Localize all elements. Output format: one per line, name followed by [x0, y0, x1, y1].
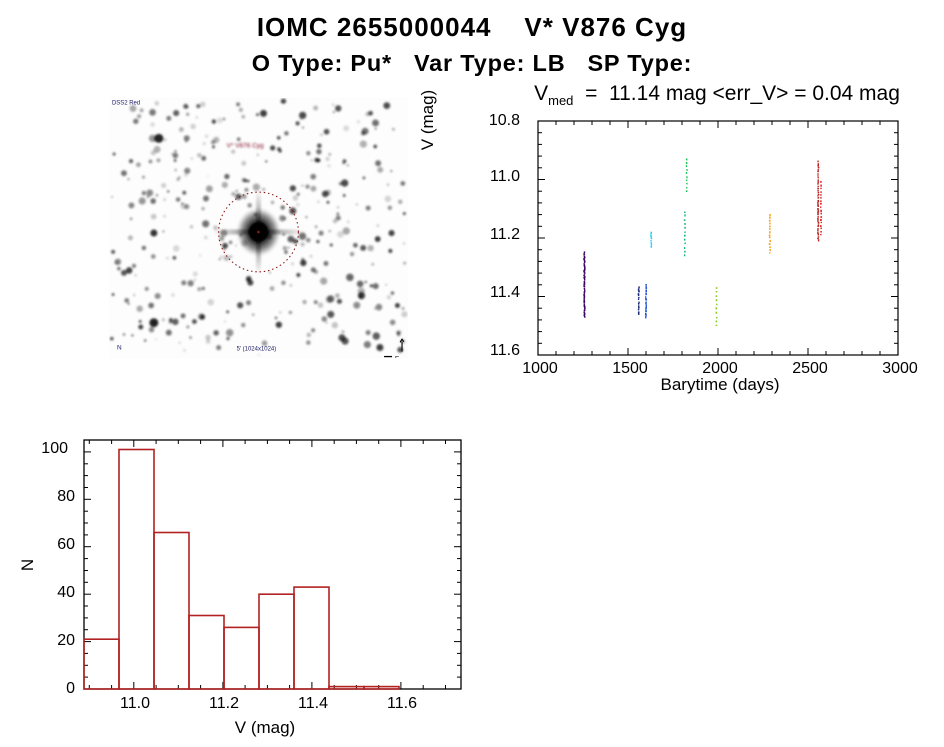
svg-text:5' (1024x1024): 5' (1024x1024) — [237, 347, 277, 353]
svg-text:N: N — [117, 345, 122, 352]
svg-text:E: E — [395, 356, 400, 358]
svg-text:V* V876 Cyg: V* V876 Cyg — [227, 142, 264, 149]
svg-text:DSS2 Red: DSS2 Red — [112, 100, 140, 106]
